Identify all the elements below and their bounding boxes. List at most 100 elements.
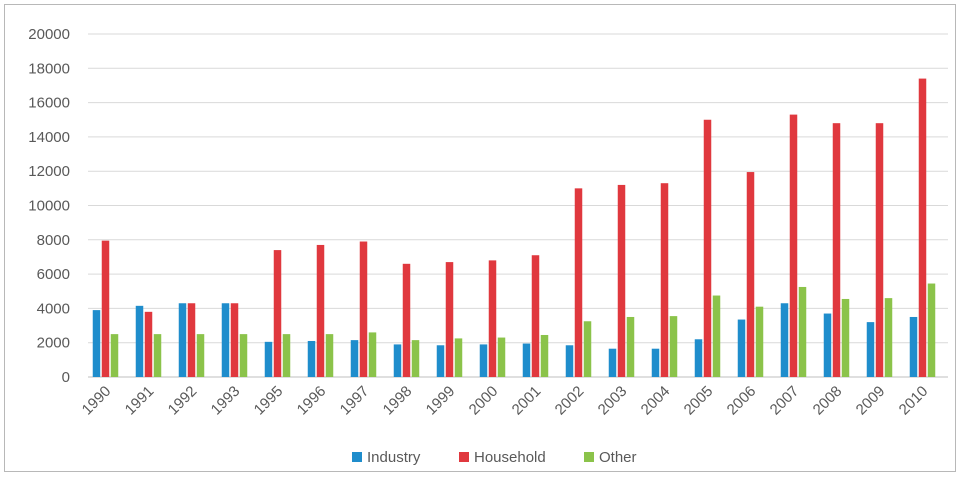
bar-industry-1997 [350,340,359,377]
bar-household-1998 [402,263,411,377]
bar-industry-1996 [307,340,316,377]
x-tick-label: 2001 [509,383,545,419]
bar-household-2010 [918,78,927,377]
bar-household-1996 [316,244,325,377]
x-tick-label: 2003 [595,383,631,419]
x-tick-label: 1995 [251,383,287,419]
bar-industry-2010 [909,316,918,377]
x-tick-label: 1992 [165,383,201,419]
bar-industry-2003 [608,348,617,377]
bar-other-1999 [454,338,463,377]
bar-other-2008 [841,298,850,377]
x-tick-label: 2005 [681,383,717,419]
y-tick-label: 4000 [37,300,70,317]
legend-label-household: Household [474,449,546,466]
bar-other-2010 [927,283,936,377]
bar-household-2007 [789,114,798,377]
bar-household-2004 [660,183,669,377]
bar-household-1992 [187,303,196,377]
bar-household-1991 [144,311,153,377]
x-axis-ticks: 1990 1991 1992 1993 1995 1996 1997 1998 1999 2000… [79,383,932,419]
x-tick-label: 1998 [380,383,416,419]
bar-household-2002 [574,188,583,377]
bar-industry-1991 [135,305,144,377]
bar-other-2009 [884,298,893,377]
gridlines [88,33,948,378]
legend-swatch-industry [352,452,362,462]
chart-frame [4,4,956,472]
bar-other-1996 [325,334,334,377]
x-tick-label: 1996 [294,383,330,419]
x-tick-label: 2000 [466,383,502,419]
bar-household-1990 [101,240,110,377]
bar-other-2000 [497,337,506,377]
bar-industry-2004 [651,348,660,377]
y-tick-label: 16000 [28,95,70,112]
bar-other-2007 [798,286,807,377]
bar-industry-2005 [694,339,703,377]
x-tick-label: 2007 [767,383,803,419]
legend-label-other: Other [599,449,637,466]
bar-other-2004 [669,316,678,377]
x-tick-label: 1993 [208,383,244,419]
y-tick-label: 6000 [37,266,70,283]
x-tick-label: 1999 [423,383,459,419]
x-tick-label: 1991 [122,383,158,419]
bar-other-1998 [411,340,420,377]
y-tick-label: 18000 [28,60,70,77]
x-tick-label: 2002 [552,383,588,419]
bar-other-2002 [583,321,592,377]
bar-industry-1992 [178,303,187,377]
bar-other-1997 [368,332,377,377]
bar-industry-1999 [436,345,445,377]
bar-industry-2008 [823,313,832,377]
y-tick-label: 20000 [28,26,70,43]
bar-household-2001 [531,255,540,377]
x-tick-label: 2009 [853,383,889,419]
bar-household-1995 [273,250,282,377]
bar-industry-2009 [866,322,875,377]
bar-industry-1998 [393,344,402,377]
bar-household-2005 [703,119,712,377]
bar-other-1993 [239,334,248,377]
y-tick-label: 8000 [37,232,70,249]
y-tick-label: 10000 [28,198,70,215]
x-tick-label: 2010 [896,383,932,419]
bar-household-2009 [875,123,884,378]
legend-swatch-other [584,452,594,462]
x-tick-label: 1997 [337,383,373,419]
legend-label-industry: Industry [367,449,421,466]
x-tick-label: 2006 [724,383,760,419]
y-axis-ticks: 0 2000 4000 6000 8000 10000 12000 14000 16000 180… [28,26,70,386]
x-tick-label: 1990 [79,383,115,419]
bar-industry-2002 [565,345,574,377]
y-tick-label: 2000 [37,335,70,352]
bar-other-1995 [282,334,291,377]
legend-swatch-household [459,452,469,462]
x-tick-label: 2008 [810,383,846,419]
legend: Industry Household Other [352,449,637,466]
bar-other-1992 [196,334,205,377]
bar-industry-2007 [780,303,789,377]
bar-other-2001 [540,334,549,377]
bar-other-1991 [153,334,162,377]
bars [92,78,936,378]
y-tick-label: 12000 [28,163,70,180]
y-tick-label: 0 [62,369,70,386]
bar-other-2005 [712,295,721,377]
bar-industry-2000 [479,344,488,377]
y-tick-label: 14000 [28,129,70,146]
bar-household-1993 [230,303,239,377]
bar-industry-1993 [221,303,230,377]
x-tick-label: 2004 [638,383,674,419]
bar-household-1999 [445,262,454,377]
bar-other-2003 [626,316,635,377]
bar-household-2008 [832,123,841,378]
bar-household-2003 [617,184,626,377]
bar-other-2006 [755,306,764,377]
bar-household-2006 [746,172,755,377]
bar-household-2000 [488,260,497,377]
bar-other-1990 [110,334,119,377]
bar-industry-2006 [737,319,746,377]
